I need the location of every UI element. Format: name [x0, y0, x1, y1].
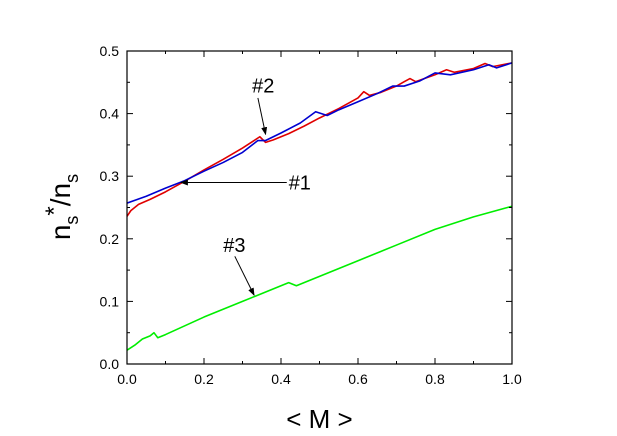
x-tick-label: 0.6	[348, 371, 368, 387]
x-axis-label: < M >	[286, 404, 352, 434]
x-tick-label: 1.0	[502, 371, 522, 387]
svg-text:ns*/ns: ns*/ns	[41, 174, 82, 240]
annotation-arrow-2	[257, 97, 268, 136]
y-label-star: *	[41, 206, 68, 215]
x-tick-label: 0.0	[117, 371, 137, 387]
y-label-sub-1: s	[62, 216, 82, 225]
y-label-n: n	[45, 225, 76, 241]
y-label-slash-n: /n	[45, 183, 76, 206]
x-tick-label: 0.2	[194, 371, 214, 387]
x-tick-label: 0.8	[425, 371, 445, 387]
x-axis: 0.0 0.2 0.4 0.6 0.8 1.0	[117, 51, 522, 387]
y-tick-label: 0.4	[100, 106, 120, 122]
series-line-3	[126, 205, 513, 351]
y-label-sub-2: s	[62, 174, 82, 183]
y-tick-label: 0.5	[100, 43, 120, 59]
annotation-label-3: #3	[223, 235, 245, 257]
y-axis-label: ns*/ns	[41, 174, 82, 240]
annotation-label-1: #1	[289, 172, 311, 194]
x-tick-label: 0.4	[271, 371, 291, 387]
series-line-2	[126, 62, 513, 204]
series-layer	[126, 62, 513, 351]
annotation-layer: #1 #2 #3	[179, 75, 311, 297]
y-tick-label: 0.3	[100, 168, 120, 184]
plot-frame	[126, 50, 513, 365]
y-axis: 0.0 0.1 0.2 0.3 0.4 0.5	[100, 43, 512, 372]
annotation-label-2: #2	[252, 75, 274, 97]
y-tick-label: 0.1	[100, 293, 120, 309]
y-tick-label: 0.0	[100, 356, 120, 372]
annotation-arrow-3	[234, 256, 255, 297]
y-tick-label: 0.2	[100, 231, 120, 247]
series-line-1	[126, 62, 513, 217]
